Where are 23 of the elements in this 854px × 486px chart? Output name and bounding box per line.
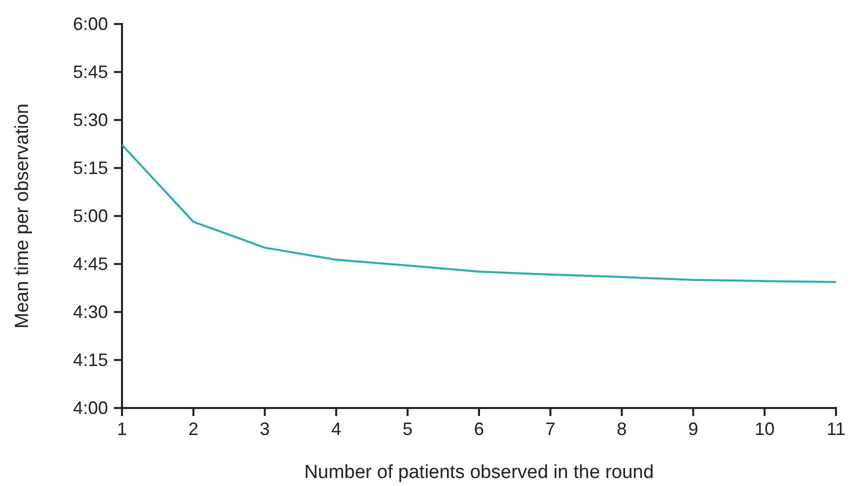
- y-tick-label: 5:00: [72, 206, 108, 226]
- y-tick-label: 4:30: [72, 302, 108, 322]
- x-tick-label: 3: [260, 418, 270, 439]
- x-tick-label: 1: [116, 418, 128, 439]
- y-tick-label: 4:15: [72, 350, 108, 370]
- y-axis-title: Mean time per observation: [12, 104, 33, 328]
- x-axis-title: Number of patients observed in the round: [304, 462, 654, 483]
- x-tick-label: 2: [188, 418, 198, 439]
- x-tick-label: 8: [616, 418, 627, 439]
- y-tick-label: 5:30: [72, 110, 108, 130]
- y-tick-label: 4:45: [72, 254, 108, 274]
- x-tick-label: 10: [754, 418, 775, 439]
- y-tick-label: 4:00: [72, 398, 108, 418]
- y-tick-label: 6:00: [72, 14, 108, 34]
- x-tick-label: 9: [688, 418, 698, 439]
- x-tick-label: 5: [402, 418, 413, 439]
- y-tick-label: 5:15: [72, 158, 108, 178]
- x-tick-label: 6: [474, 418, 484, 439]
- y-tick-label: 5:45: [72, 62, 108, 82]
- line-series: [121, 144, 837, 284]
- x-tick-label: 7: [545, 418, 556, 439]
- x-tick-label: 4: [331, 418, 342, 439]
- x-tick-label: 11: [826, 418, 846, 439]
